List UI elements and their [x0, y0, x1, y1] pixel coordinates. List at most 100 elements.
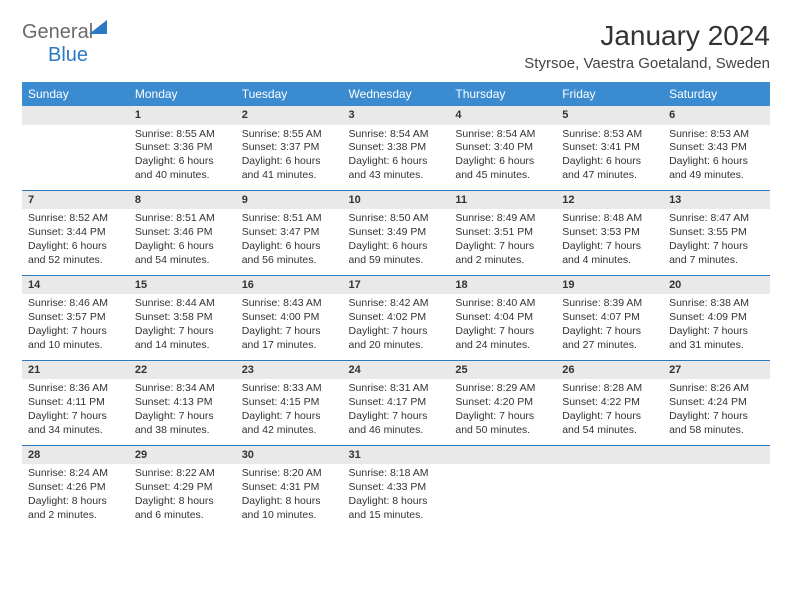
sunrise: Sunrise: 8:53 AM — [562, 128, 642, 140]
sunrise: Sunrise: 8:48 AM — [562, 212, 642, 224]
day-cell: Sunrise: 8:42 AMSunset: 4:02 PMDaylight:… — [343, 294, 450, 360]
day-cell: Sunrise: 8:24 AMSunset: 4:26 PMDaylight:… — [22, 464, 129, 529]
day-cell — [22, 125, 129, 191]
sunset: Sunset: 4:31 PM — [242, 481, 320, 493]
day-number-row: 21222324252627 — [22, 360, 770, 379]
day-number: 23 — [236, 360, 343, 379]
sunrise: Sunrise: 8:54 AM — [455, 128, 535, 140]
sunrise: Sunrise: 8:22 AM — [135, 467, 215, 479]
sunset: Sunset: 3:37 PM — [242, 141, 320, 153]
sunset: Sunset: 3:47 PM — [242, 226, 320, 238]
sunrise: Sunrise: 8:53 AM — [669, 128, 749, 140]
day-number: 9 — [236, 190, 343, 209]
day-cell: Sunrise: 8:47 AMSunset: 3:55 PMDaylight:… — [663, 209, 770, 275]
daylight: Daylight: 7 hours and 50 minutes. — [455, 410, 534, 436]
daylight: Daylight: 7 hours and 10 minutes. — [28, 325, 107, 351]
daylight: Daylight: 7 hours and 2 minutes. — [455, 240, 534, 266]
day-number: 21 — [22, 360, 129, 379]
day-number-row: 14151617181920 — [22, 275, 770, 294]
sunrise: Sunrise: 8:55 AM — [242, 128, 322, 140]
daylight: Daylight: 7 hours and 38 minutes. — [135, 410, 214, 436]
sunset: Sunset: 4:24 PM — [669, 396, 747, 408]
weekday-header: Saturday — [663, 82, 770, 106]
sunset: Sunset: 4:26 PM — [28, 481, 106, 493]
daylight: Daylight: 7 hours and 34 minutes. — [28, 410, 107, 436]
day-data-row: Sunrise: 8:24 AM Sunset: 4:26 PM Daylight:… — [22, 464, 770, 529]
day-cell: Sunrise: 8:40 AMSunset: 4:04 PMDaylight:… — [449, 294, 556, 360]
daylight: Daylight: 7 hours and 7 minutes. — [669, 240, 748, 266]
day-number: 25 — [449, 360, 556, 379]
day-number: 5 — [556, 106, 663, 125]
day-cell: Sunrise: 8:51 AM Sunset: 3:47 PM Daylight:… — [236, 209, 343, 275]
sunset: Sunset: 3:41 PM — [562, 141, 640, 153]
day-number: 18 — [449, 275, 556, 294]
day-number: 7 — [22, 190, 129, 209]
sunrise: Sunrise: 8:28 AM — [562, 382, 642, 394]
day-data-row: Sunrise: 8:55 AMSunset: 3:36 PMDaylight:… — [22, 125, 770, 191]
daylight: Daylight: 6 hours and 59 minutes. — [349, 240, 428, 266]
day-cell: Sunrise: 8:44 AMSunset: 3:58 PMDaylight:… — [129, 294, 236, 360]
day-number: 14 — [22, 275, 129, 294]
daylight: Daylight: 7 hours and 31 minutes. — [669, 325, 748, 351]
day-cell: Sunrise: 8:46 AM Sunset: 3:57 PM Daylight:… — [22, 294, 129, 360]
day-data-row: Sunrise: 8:36 AMSunset: 4:11 PMDaylight:… — [22, 379, 770, 445]
day-number-row: 78910111213 — [22, 190, 770, 209]
sunset: Sunset: 4:15 PM — [242, 396, 320, 408]
daylight: Daylight: 6 hours and 56 minutes. — [242, 240, 321, 266]
day-number-row: 123456 — [22, 106, 770, 125]
sunset: Sunset: 3:46 PM — [135, 226, 213, 238]
sunset: Sunset: 4:20 PM — [455, 396, 533, 408]
daylight: Daylight: 7 hours and 27 minutes. — [562, 325, 641, 351]
sunrise: Sunrise: 8:43 AM — [242, 297, 322, 309]
location: Styrsoe, Vaestra Goetaland, Sweden — [524, 55, 770, 72]
sunrise: Sunrise: 8:39 AM — [562, 297, 642, 309]
day-cell: Sunrise: 8:36 AMSunset: 4:11 PMDaylight:… — [22, 379, 129, 445]
day-number: 24 — [343, 360, 450, 379]
sunrise: Sunrise: 8:55 AM — [135, 128, 215, 140]
sunrise: Sunrise: 8:50 AM — [349, 212, 429, 224]
day-number: 3 — [343, 106, 450, 125]
day-cell: Sunrise: 8:54 AMSunset: 3:40 PMDaylight:… — [449, 125, 556, 191]
day-number: 28 — [22, 445, 129, 464]
sunset: Sunset: 4:11 PM — [28, 396, 105, 408]
day-cell: Sunrise: 8:39 AM Sunset: 4:07 PM Daylight:… — [556, 294, 663, 360]
weekday-header: Sunday — [22, 82, 129, 106]
day-cell: Sunrise: 8:53 AMSunset: 3:41 PM Daylight:… — [556, 125, 663, 191]
day-number: 30 — [236, 445, 343, 464]
day-cell: Sunrise: 8:53 AMSunset: 3:43 PMDaylight:… — [663, 125, 770, 191]
daylight: Daylight: 7 hours and 14 minutes. — [135, 325, 214, 351]
sunset: Sunset: 3:49 PM — [349, 226, 427, 238]
logo-text-blue: Blue — [48, 44, 88, 66]
sunrise: Sunrise: 8:20 AM — [242, 467, 322, 479]
weekday-header: Tuesday — [236, 82, 343, 106]
daylight: Daylight: 6 hours and 47 minutes. — [562, 155, 641, 181]
daylight: Daylight: 6 hours and 52 minutes. — [28, 240, 107, 266]
day-number — [22, 106, 129, 125]
sunset: Sunset: 3:57 PM — [28, 311, 106, 323]
day-number: 15 — [129, 275, 236, 294]
sunrise: Sunrise: 8:26 AM — [669, 382, 749, 394]
day-cell: Sunrise: 8:50 AM Sunset: 3:49 PM Daylight:… — [343, 209, 450, 275]
day-number: 26 — [556, 360, 663, 379]
sunrise: Sunrise: 8:51 AM — [242, 212, 322, 224]
sunrise: Sunrise: 8:40 AM — [455, 297, 535, 309]
sunrise: Sunrise: 8:47 AM — [669, 212, 749, 224]
day-number — [663, 445, 770, 464]
sunset: Sunset: 4:13 PM — [135, 396, 213, 408]
day-number: 1 — [129, 106, 236, 125]
sunset: Sunset: 4:00 PM — [242, 311, 320, 323]
sunrise: Sunrise: 8:24 AM — [28, 467, 108, 479]
daylight: Daylight: 6 hours and 54 minutes. — [135, 240, 214, 266]
daylight: Daylight: 7 hours and 46 minutes. — [349, 410, 428, 436]
daylight: Daylight: 8 hours and 15 minutes. — [349, 495, 428, 521]
day-number: 11 — [449, 190, 556, 209]
day-number: 22 — [129, 360, 236, 379]
daylight: Daylight: 7 hours and 54 minutes. — [562, 410, 641, 436]
sunrise: Sunrise: 8:31 AM — [349, 382, 429, 394]
sunset: Sunset: 4:04 PM — [455, 311, 533, 323]
day-cell: Sunrise: 8:28 AMSunset: 4:22 PMDaylight:… — [556, 379, 663, 445]
sunrise: Sunrise: 8:42 AM — [349, 297, 429, 309]
sunset: Sunset: 4:07 PM — [562, 311, 640, 323]
logo-triangle-icon — [89, 20, 107, 34]
sunrise: Sunrise: 8:46 AM — [28, 297, 108, 309]
